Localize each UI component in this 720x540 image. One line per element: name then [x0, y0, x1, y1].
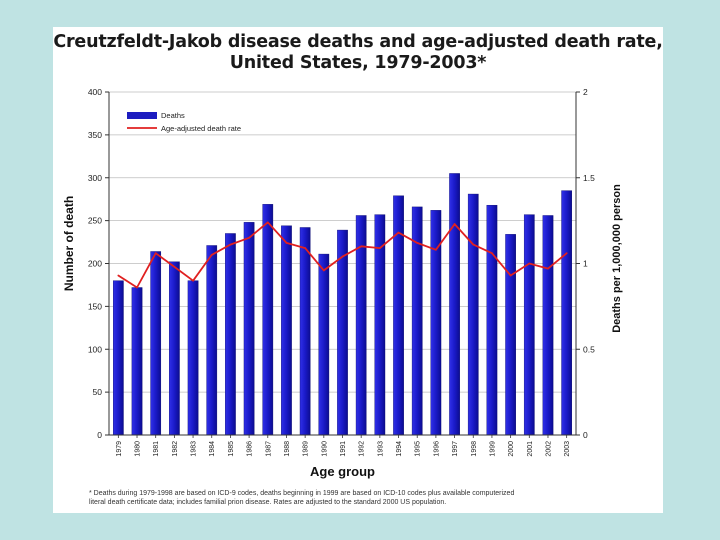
x-tick-label: 1999 — [489, 441, 496, 457]
x-tick-label: 1996 — [433, 441, 440, 457]
x-tick-label: 2001 — [527, 441, 534, 457]
line-point — [453, 223, 456, 225]
x-tick-label: 1989 — [303, 441, 310, 457]
footnote-line2: literal death certificate data; includes… — [89, 499, 447, 506]
line-point — [378, 247, 381, 249]
x-tick-label: 1997 — [452, 441, 459, 457]
y-tick-label: 400 — [88, 87, 102, 97]
legend-swatch-deaths — [127, 112, 157, 119]
line-point — [117, 274, 120, 277]
legend-label-deaths: Deaths — [161, 111, 185, 120]
line-point — [136, 286, 138, 289]
y-tick-label: 250 — [88, 216, 102, 226]
x-tick-label: 1986 — [247, 441, 254, 457]
bar-deaths — [187, 280, 199, 436]
x-tick-label: 1980 — [135, 441, 142, 457]
line-point — [341, 255, 344, 258]
y-tick-label: 300 — [88, 173, 102, 183]
line-point — [304, 247, 307, 249]
line-point — [322, 269, 325, 272]
line-point — [360, 245, 363, 248]
y-tick-label: 0 — [97, 430, 102, 440]
line-point — [397, 231, 400, 234]
bar-deaths — [299, 227, 311, 436]
line-point — [491, 252, 493, 255]
bar-deaths — [486, 204, 498, 436]
y-axis-label: Number of death — [62, 196, 76, 291]
line-point — [229, 243, 232, 246]
footnote-line1: * Deaths during 1979-1998 are based on I… — [89, 490, 515, 497]
x-tick-label: 1990 — [321, 441, 328, 457]
y-tick-label: 200 — [88, 259, 102, 269]
y-tick-label: 100 — [88, 344, 102, 354]
bar-deaths — [281, 225, 292, 436]
bar-deaths — [523, 214, 535, 436]
x-tick-label: 1994 — [396, 441, 403, 457]
line-point — [435, 248, 437, 251]
x-tick-label: 1995 — [415, 441, 422, 457]
bar-deaths — [542, 215, 554, 436]
bar-deaths — [393, 195, 404, 436]
bar-deaths — [561, 190, 572, 436]
y-tick-label: 50 — [93, 387, 103, 397]
x-tick-label: 1987 — [265, 441, 272, 457]
bar-deaths — [318, 253, 330, 436]
line-point — [192, 279, 194, 282]
y2-tick-label: 2 — [583, 87, 588, 97]
bar-deaths — [243, 222, 255, 436]
line-point — [416, 242, 419, 244]
footnote: * Deaths during 1979-1998 are based on I… — [89, 489, 659, 507]
legend-label-rate: Age-adjusted death rate — [161, 124, 241, 133]
line-point — [509, 274, 512, 277]
y-tick-label: 350 — [88, 130, 102, 140]
x-tick-label: 1981 — [153, 441, 160, 457]
bar-deaths — [225, 233, 236, 436]
line-point — [210, 254, 213, 256]
line-point — [266, 221, 269, 224]
y2-tick-label: 1 — [583, 259, 588, 269]
x-tick-label: 2002 — [545, 441, 552, 457]
x-tick-label: 1982 — [172, 441, 179, 457]
chart-title-line1: Creutzfeldt-Jakob disease deaths and age… — [53, 32, 663, 52]
x-tick-label: 2003 — [564, 441, 571, 457]
y-tick-label: 150 — [88, 301, 102, 311]
line-point — [154, 252, 157, 255]
bar-deaths — [337, 229, 348, 436]
x-axis-label: Age group — [310, 464, 375, 479]
x-tick-label: 1993 — [377, 441, 384, 457]
line-point — [565, 252, 568, 255]
y2-tick-label: 1.5 — [583, 173, 595, 183]
line-point — [528, 262, 531, 265]
x-tick-label: 1988 — [284, 441, 291, 457]
bar-deaths — [206, 245, 218, 436]
line-point — [248, 236, 251, 239]
x-tick-label: 2000 — [508, 441, 515, 457]
y2-tick-label: 0 — [583, 430, 588, 440]
line-point — [472, 243, 475, 246]
bar-deaths — [150, 251, 162, 436]
x-tick-label: 1983 — [191, 441, 198, 457]
bar-deaths — [467, 193, 479, 436]
x-tick-label: 1984 — [209, 441, 216, 457]
bar-deaths — [131, 287, 143, 436]
combo-chart: 0 50 100 150 200 250 300 350 400 0 0.5 1 1.5 2 1979 198… — [62, 87, 623, 479]
line-point — [547, 267, 549, 270]
bar-deaths — [113, 280, 124, 436]
x-tick-label: 1979 — [116, 441, 123, 457]
slide: Creutzfeldt-Jakob disease deaths and age… — [53, 27, 663, 513]
line-point — [285, 242, 288, 244]
bar-deaths — [505, 234, 516, 436]
x-tick-label: 1998 — [471, 441, 478, 457]
y2-tick-label: 0.5 — [583, 344, 595, 354]
chart-title: Creutzfeldt-Jakob disease deaths and age… — [53, 32, 663, 74]
bar-deaths — [169, 261, 180, 436]
x-tick-label: 1992 — [359, 441, 366, 457]
bar-deaths — [262, 204, 274, 436]
chart-title-line2: United States, 1979-2003* — [229, 53, 487, 73]
x-tick-label: 1991 — [340, 441, 347, 457]
y2-axis-label: Deaths per 1,000,000 person — [611, 184, 623, 333]
line-point — [173, 266, 176, 268]
x-tick-label: 1985 — [228, 441, 235, 457]
bar-deaths — [449, 173, 460, 436]
